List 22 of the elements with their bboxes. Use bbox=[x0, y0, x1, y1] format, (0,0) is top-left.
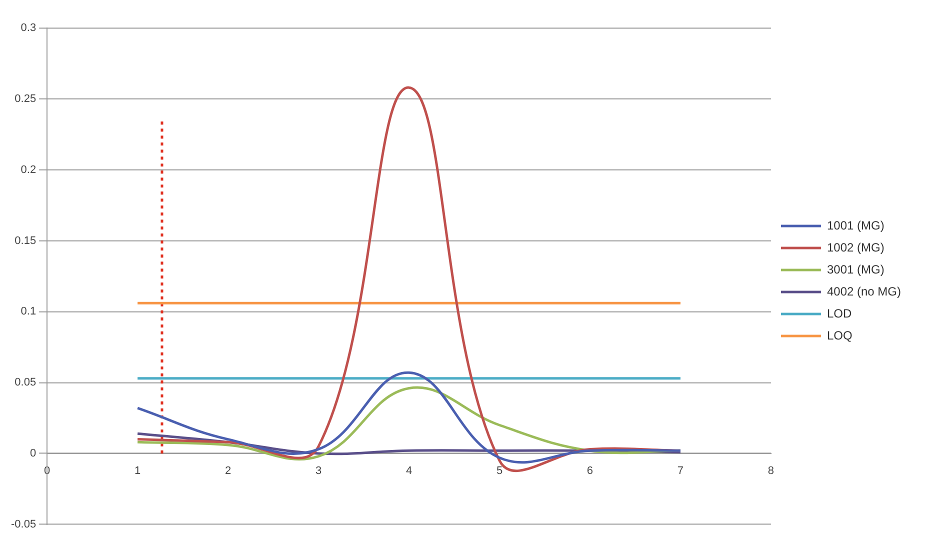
legend-label: 1002 (MG) bbox=[826, 240, 884, 254]
x-tick-label: 2 bbox=[224, 465, 232, 478]
y-tick-label: 0.15 bbox=[14, 234, 36, 247]
y-tick-label: 0.1 bbox=[20, 306, 36, 318]
x-tick-label: 4 bbox=[406, 465, 412, 478]
y-tick-label: 0 bbox=[30, 448, 36, 460]
y-tick-label: -0.05 bbox=[10, 518, 36, 530]
legend-label: 1001 (MG) bbox=[826, 218, 884, 232]
legend-label: LOD bbox=[826, 306, 852, 320]
legend-label: 3001 (MG) bbox=[826, 262, 884, 276]
x-tick-label: 7 bbox=[677, 465, 684, 478]
x-tick-label: 1 bbox=[134, 465, 141, 478]
x-tick-label: 8 bbox=[768, 465, 774, 478]
legend-label: 4002 (no MG) bbox=[826, 284, 902, 298]
y-tick-label: 0.3 bbox=[20, 22, 36, 34]
y-tick-label: 0.2 bbox=[20, 164, 36, 176]
x-tick-label: 5 bbox=[496, 465, 503, 478]
y-tick-label: 0.25 bbox=[14, 92, 36, 105]
legend-label: LOQ bbox=[826, 328, 852, 342]
x-tick-label: 3 bbox=[315, 465, 322, 478]
x-tick-label: 6 bbox=[586, 465, 594, 478]
y-tick-label: 0.05 bbox=[14, 376, 36, 389]
